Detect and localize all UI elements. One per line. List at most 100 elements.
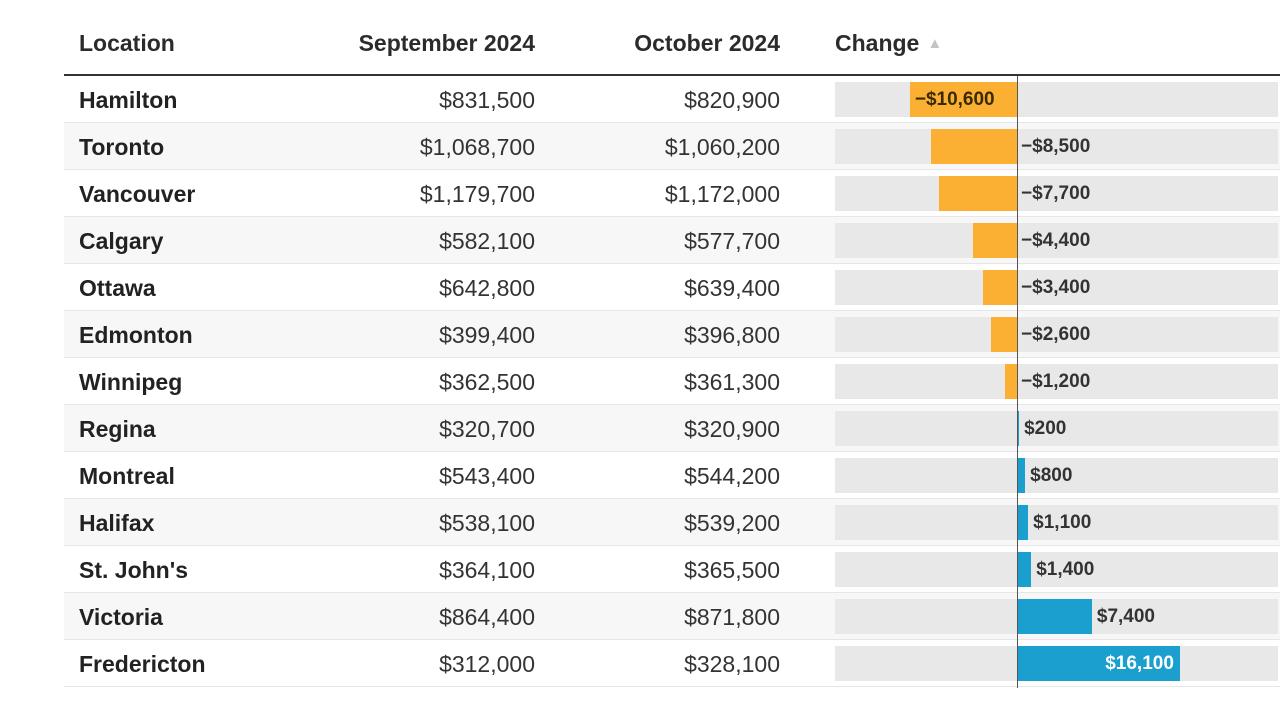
october-price-cell: $539,200: [684, 510, 780, 536]
september-price-cell: $538,100: [439, 510, 535, 536]
table-row: Toronto $1,068,700 $1,060,200 −$8,500: [64, 123, 1280, 170]
location-cell: Hamilton: [79, 87, 178, 113]
change-bar: [909, 82, 1018, 117]
september-price-cell: $399,400: [439, 322, 535, 348]
table-row: Winnipeg $362,500 $361,300 −$1,200: [64, 358, 1280, 405]
october-price-cell: $577,700: [684, 228, 780, 254]
change-bar-track: −$10,600: [835, 82, 1278, 117]
september-price-cell: $1,179,700: [419, 181, 535, 207]
table-row: Edmonton $399,400 $396,800 −$2,600: [64, 311, 1280, 358]
october-price-cell: $328,100: [684, 651, 780, 677]
october-price-cell: $1,060,200: [664, 134, 780, 160]
change-label: $800: [1030, 465, 1073, 486]
location-cell: St. John's: [79, 557, 188, 583]
september-price-cell: $864,400: [439, 604, 535, 630]
table-row: Victoria $864,400 $871,800 $7,400: [64, 593, 1280, 640]
change-bar: [972, 223, 1018, 258]
table-row: Vancouver $1,179,700 $1,172,000 −$7,700: [64, 170, 1280, 217]
october-price-cell: $1,172,000: [664, 181, 780, 207]
change-bar-track: $1,400: [835, 552, 1278, 587]
change-bar: [1017, 646, 1180, 681]
change-label: $16,100: [1105, 653, 1174, 674]
table-row: Ottawa $642,800 $639,400 −$3,400: [64, 264, 1280, 311]
change-label: −$2,600: [1021, 324, 1091, 345]
column-header-location[interactable]: Location: [79, 30, 175, 56]
table-row: St. John's $364,100 $365,500 $1,400: [64, 546, 1280, 593]
column-header-october[interactable]: October 2024: [634, 30, 780, 56]
location-cell: Toronto: [79, 134, 165, 160]
change-label: −$4,400: [1021, 230, 1091, 251]
change-label: −$8,500: [1021, 136, 1091, 157]
change-bar-track: $7,400: [835, 599, 1278, 634]
location-cell: Fredericton: [79, 651, 206, 677]
change-bar: [1017, 458, 1026, 493]
change-bar: [1004, 364, 1018, 399]
change-bar: [931, 129, 1018, 164]
change-bar: [1017, 505, 1029, 540]
october-price-cell: $871,800: [684, 604, 780, 630]
location-cell: Regina: [79, 416, 156, 442]
column-header-september[interactable]: September 2024: [358, 30, 535, 56]
change-label: −$3,400: [1021, 277, 1091, 298]
change-bar-track: $200: [835, 411, 1278, 446]
change-bar: [1017, 411, 1020, 446]
location-cell: Victoria: [79, 604, 163, 630]
october-price-cell: $396,800: [684, 322, 780, 348]
location-cell: Vancouver: [79, 181, 196, 207]
column-header-change[interactable]: Change ▲: [835, 30, 942, 57]
table-row: Calgary $582,100 $577,700 −$4,400: [64, 217, 1280, 264]
change-label: −$1,200: [1021, 371, 1091, 392]
change-bar-track: $16,100: [835, 646, 1278, 681]
september-price-cell: $582,100: [439, 228, 535, 254]
september-price-cell: $312,000: [439, 651, 535, 677]
location-cell: Ottawa: [79, 275, 156, 301]
change-bar: [982, 270, 1018, 305]
september-price-cell: $831,500: [439, 87, 535, 113]
october-price-cell: $639,400: [684, 275, 780, 301]
october-price-cell: $320,900: [684, 416, 780, 442]
data-table: Location September 2024 October 2024 Cha…: [64, 0, 1280, 687]
location-cell: Calgary: [79, 228, 164, 254]
location-cell: Halifax: [79, 510, 155, 536]
change-bar-track: −$2,600: [835, 317, 1278, 352]
september-price-cell: $543,400: [439, 463, 535, 489]
october-price-cell: $361,300: [684, 369, 780, 395]
change-header-label: Change: [835, 30, 920, 56]
table-row: Halifax $538,100 $539,200 $1,100: [64, 499, 1280, 546]
september-price-cell: $320,700: [439, 416, 535, 442]
october-price-cell: $544,200: [684, 463, 780, 489]
change-label: −$7,700: [1021, 183, 1091, 204]
september-price-cell: $1,068,700: [419, 134, 535, 160]
change-label: $1,100: [1033, 512, 1092, 533]
table-body: Hamilton $831,500 $820,900 −$10,600 Toronto $…: [64, 76, 1280, 687]
location-cell: Montreal: [79, 463, 175, 489]
table-row: Montreal $543,400 $544,200 $800: [64, 452, 1280, 499]
change-bar: [1017, 599, 1092, 634]
change-label: $7,400: [1096, 606, 1156, 627]
change-bar-track: −$3,400: [835, 270, 1278, 305]
table-header: Location September 2024 October 2024 Cha…: [64, 0, 1280, 76]
location-cell: Edmonton: [79, 322, 193, 348]
change-bar-track: −$7,700: [835, 176, 1278, 211]
change-label: $1,400: [1036, 559, 1095, 580]
october-price-cell: $820,900: [684, 87, 780, 113]
table-row: Fredericton $312,000 $328,100 $16,100: [64, 640, 1280, 687]
change-bar-track: $1,100: [835, 505, 1278, 540]
change-bar-track: $800: [835, 458, 1278, 493]
september-price-cell: $364,100: [439, 557, 535, 583]
sort-ascending-icon[interactable]: ▲: [927, 35, 943, 52]
change-bar-track: −$1,200: [835, 364, 1278, 399]
table-row: Hamilton $831,500 $820,900 −$10,600: [64, 76, 1280, 123]
change-bar: [1017, 552, 1032, 587]
change-bar-track: −$8,500: [835, 129, 1278, 164]
september-price-cell: $642,800: [439, 275, 535, 301]
table-row: Regina $320,700 $320,900 $200: [64, 405, 1280, 452]
september-price-cell: $362,500: [439, 369, 535, 395]
zero-axis-line: [1017, 76, 1018, 688]
change-label: $200: [1024, 418, 1067, 439]
location-cell: Winnipeg: [79, 369, 183, 395]
change-bar: [990, 317, 1018, 352]
change-label: −$10,600: [914, 89, 995, 110]
change-bar: [939, 176, 1018, 211]
october-price-cell: $365,500: [684, 557, 780, 583]
